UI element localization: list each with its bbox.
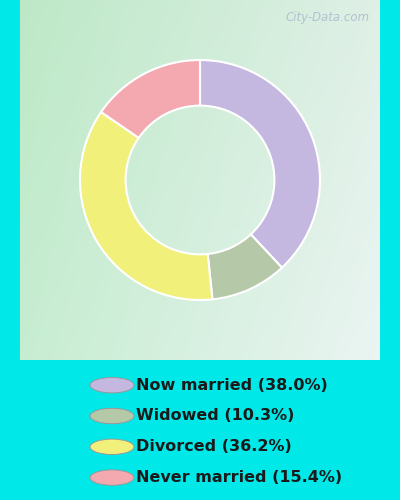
Wedge shape	[80, 112, 212, 300]
Text: Widowed (10.3%): Widowed (10.3%)	[136, 408, 294, 424]
Circle shape	[90, 378, 134, 393]
Circle shape	[90, 408, 134, 424]
Text: Now married (38.0%): Now married (38.0%)	[136, 378, 328, 392]
Wedge shape	[208, 234, 282, 300]
Text: City-Data.com: City-Data.com	[285, 11, 369, 24]
Circle shape	[90, 470, 134, 486]
Text: Divorced (36.2%): Divorced (36.2%)	[136, 440, 292, 454]
Circle shape	[90, 439, 134, 454]
Wedge shape	[200, 60, 320, 268]
Wedge shape	[101, 60, 200, 138]
Text: Never married (15.4%): Never married (15.4%)	[136, 470, 342, 485]
